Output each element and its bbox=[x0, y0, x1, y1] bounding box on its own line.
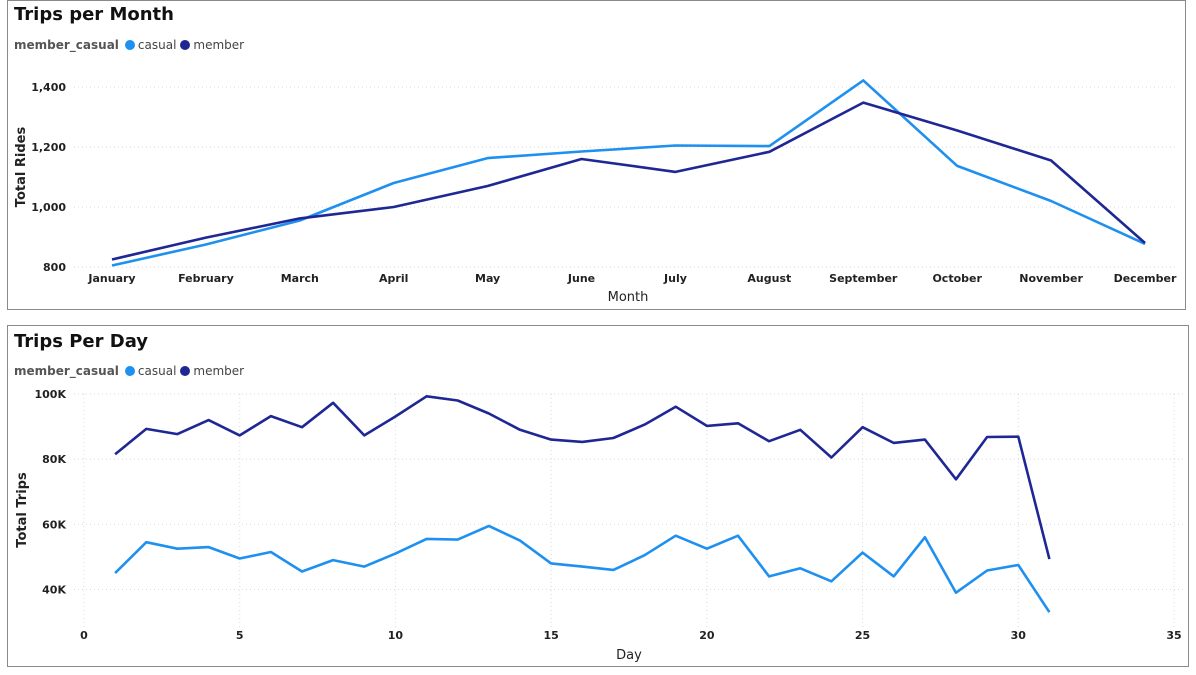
y-tick-label: 800 bbox=[43, 261, 66, 274]
y-tick-label: 60K bbox=[42, 518, 66, 531]
legend-marker-member bbox=[180, 40, 191, 50]
legend-label-member: member bbox=[193, 38, 245, 52]
x-tick-label: December bbox=[1114, 272, 1177, 285]
y-axis-title: Total Rides bbox=[14, 127, 29, 208]
legend-marker-member bbox=[180, 366, 191, 376]
trips-per-day-chart: 40K 60K 80K 100K 0 5 10 15 20 25 30 35 Day Total Trip… bbox=[15, 388, 1183, 663]
x-tick-label: 35 bbox=[1166, 629, 1181, 642]
legend-label-member: member bbox=[193, 364, 245, 378]
x-tick-label: August bbox=[747, 272, 791, 285]
x-tick-label: September bbox=[829, 272, 898, 285]
legend-item-member[interactable]: member bbox=[180, 38, 244, 52]
legend-item-casual[interactable]: casual bbox=[124, 364, 177, 378]
x-tick-label: January bbox=[87, 272, 135, 285]
x-axis-title: Month bbox=[608, 290, 649, 305]
y-tick-label: 80K bbox=[42, 453, 66, 466]
series-line-casual bbox=[111, 79, 1146, 267]
x-tick-label: April bbox=[379, 272, 408, 285]
legend-label-casual: casual bbox=[137, 38, 177, 52]
y-tick-label: 40K bbox=[42, 583, 66, 596]
series-line-member bbox=[114, 395, 1051, 560]
x-tick-label: July bbox=[663, 272, 687, 285]
x-tick-label: October bbox=[932, 272, 982, 285]
x-tick-label: 15 bbox=[543, 629, 558, 642]
x-tick-label: February bbox=[178, 272, 234, 285]
trips-per-month-chart: 800 1,000 1,200 1,400 January February March Ap… bbox=[14, 79, 1178, 305]
y-tick-label: 1,000 bbox=[31, 201, 66, 214]
x-axis-title: Day bbox=[616, 648, 642, 663]
y-tick-label: 1,200 bbox=[31, 141, 66, 154]
chart-title: Trips per Month bbox=[14, 4, 174, 25]
legend-label-casual: casual bbox=[137, 364, 177, 378]
legend-item-casual[interactable]: casual bbox=[124, 38, 177, 52]
legend-item-member[interactable]: member bbox=[180, 364, 244, 378]
legend-title: member_casual bbox=[14, 38, 119, 52]
y-tick-label: 1,400 bbox=[31, 81, 66, 94]
x-tick-label: 10 bbox=[388, 629, 404, 642]
y-tick-label: 100K bbox=[35, 388, 67, 401]
x-tick-label: 25 bbox=[855, 629, 870, 642]
x-tick-label: June bbox=[567, 272, 595, 285]
x-tick-label: March bbox=[281, 272, 319, 285]
legend-title: member_casual bbox=[14, 364, 119, 378]
legend: member_casual casual member bbox=[14, 364, 248, 378]
x-tick-label: 5 bbox=[236, 629, 244, 642]
x-tick-label: May bbox=[475, 272, 500, 285]
x-tick-label: 20 bbox=[699, 629, 715, 642]
series-line-casual bbox=[114, 524, 1051, 613]
chart-title: Trips Per Day bbox=[14, 331, 149, 352]
legend-marker-casual bbox=[124, 366, 135, 376]
y-axis-title: Total Trips bbox=[15, 472, 30, 548]
legend-marker-casual bbox=[124, 40, 135, 50]
series-line-member bbox=[111, 101, 1146, 261]
trips-per-day-panel: Trips Per Day member_casual casual membe… bbox=[7, 325, 1189, 667]
x-tick-label: 30 bbox=[1011, 629, 1027, 642]
x-tick-label: 0 bbox=[80, 629, 88, 642]
trips-per-month-panel: Trips per Month member_casual casual mem… bbox=[7, 0, 1186, 310]
x-tick-label: November bbox=[1019, 272, 1083, 285]
legend: member_casual casual member bbox=[14, 38, 248, 52]
